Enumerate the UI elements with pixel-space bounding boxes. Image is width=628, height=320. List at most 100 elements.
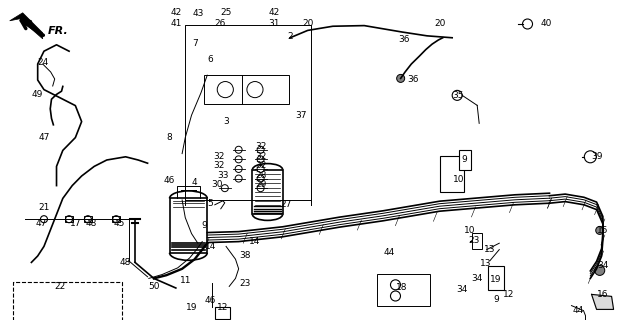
Text: 38: 38 <box>239 252 251 260</box>
Text: 45: 45 <box>114 220 125 228</box>
Text: 34: 34 <box>597 261 609 270</box>
Text: FR.: FR. <box>48 26 68 36</box>
Text: 13: 13 <box>480 260 491 268</box>
Text: 36: 36 <box>398 35 409 44</box>
Text: 29: 29 <box>255 180 266 189</box>
Text: 34: 34 <box>456 285 467 294</box>
Circle shape <box>257 185 264 192</box>
Text: 33: 33 <box>217 171 229 180</box>
Text: 23: 23 <box>468 236 480 245</box>
Circle shape <box>257 175 264 182</box>
Circle shape <box>235 146 242 153</box>
Text: 11: 11 <box>180 276 191 285</box>
Text: 49: 49 <box>32 90 43 99</box>
Text: 36: 36 <box>408 75 419 84</box>
Text: 47: 47 <box>35 220 46 228</box>
Text: 19: 19 <box>186 303 197 312</box>
Circle shape <box>235 156 242 163</box>
Text: 37: 37 <box>296 111 307 120</box>
Bar <box>458 150 471 170</box>
Text: 27: 27 <box>280 200 291 209</box>
Text: 48: 48 <box>120 258 131 267</box>
Text: 9: 9 <box>462 156 468 164</box>
Text: 32: 32 <box>255 161 266 170</box>
Text: 16: 16 <box>597 290 609 299</box>
Text: 4: 4 <box>192 178 197 187</box>
Text: 14: 14 <box>249 237 260 246</box>
Text: 47: 47 <box>38 133 50 142</box>
Text: 24: 24 <box>37 58 48 67</box>
Text: 44: 44 <box>384 248 395 257</box>
Bar <box>252 170 283 214</box>
Bar <box>204 75 289 104</box>
Text: 28: 28 <box>255 171 266 180</box>
Circle shape <box>522 19 533 29</box>
Text: 23: 23 <box>239 279 251 288</box>
Text: 9: 9 <box>493 295 499 304</box>
Text: 14: 14 <box>205 242 216 251</box>
Text: 39: 39 <box>591 152 602 161</box>
Text: 15: 15 <box>597 226 609 235</box>
Text: 40: 40 <box>541 20 552 28</box>
Circle shape <box>595 265 605 276</box>
Text: 7: 7 <box>192 39 198 48</box>
Circle shape <box>596 227 604 234</box>
Text: 35: 35 <box>453 92 464 100</box>
Circle shape <box>257 146 264 153</box>
Text: 5: 5 <box>207 199 214 208</box>
Text: 6: 6 <box>207 55 214 64</box>
Text: 25: 25 <box>220 8 232 17</box>
Text: 12: 12 <box>217 303 229 312</box>
Bar <box>112 216 120 222</box>
Bar <box>170 198 207 253</box>
Text: 21: 21 <box>38 204 50 212</box>
Text: 34: 34 <box>472 274 483 283</box>
Polygon shape <box>592 294 614 309</box>
Text: 31: 31 <box>269 19 280 28</box>
Bar <box>440 156 464 192</box>
Bar <box>84 216 92 222</box>
Text: 41: 41 <box>170 19 181 28</box>
Text: 9: 9 <box>201 221 207 230</box>
Circle shape <box>235 175 242 182</box>
Bar <box>13 282 122 320</box>
Text: 20: 20 <box>434 20 445 28</box>
Text: 32: 32 <box>213 161 224 170</box>
Text: 44: 44 <box>572 306 583 315</box>
Text: 43: 43 <box>192 9 203 18</box>
Text: 26: 26 <box>214 19 225 28</box>
Text: 10: 10 <box>464 226 475 235</box>
Text: 10: 10 <box>453 175 464 184</box>
Text: 32: 32 <box>255 142 266 151</box>
Text: 2: 2 <box>288 32 293 41</box>
Text: 32: 32 <box>213 152 224 161</box>
Text: 12: 12 <box>503 290 514 299</box>
Bar <box>65 216 73 222</box>
Text: 18: 18 <box>396 284 408 292</box>
Text: 46: 46 <box>205 296 216 305</box>
Bar <box>377 274 430 306</box>
Circle shape <box>257 156 264 163</box>
Text: 3: 3 <box>223 117 229 126</box>
Text: 22: 22 <box>54 282 65 291</box>
Text: 8: 8 <box>166 133 173 142</box>
Text: 42: 42 <box>170 8 181 17</box>
Bar <box>472 233 482 249</box>
Circle shape <box>221 185 229 192</box>
Circle shape <box>235 165 242 172</box>
Text: 30: 30 <box>211 180 222 189</box>
Text: 32: 32 <box>255 152 266 161</box>
Circle shape <box>397 74 404 82</box>
Text: 20: 20 <box>302 19 313 28</box>
Circle shape <box>257 165 264 172</box>
Circle shape <box>584 151 597 163</box>
Text: 13: 13 <box>484 245 495 254</box>
Text: 46: 46 <box>164 176 175 185</box>
Text: 17: 17 <box>70 220 81 228</box>
Text: 19: 19 <box>490 276 502 284</box>
Polygon shape <box>9 13 43 39</box>
Text: 50: 50 <box>148 282 160 291</box>
Text: 48: 48 <box>85 220 97 228</box>
Text: 42: 42 <box>269 8 280 17</box>
Bar <box>488 266 504 291</box>
